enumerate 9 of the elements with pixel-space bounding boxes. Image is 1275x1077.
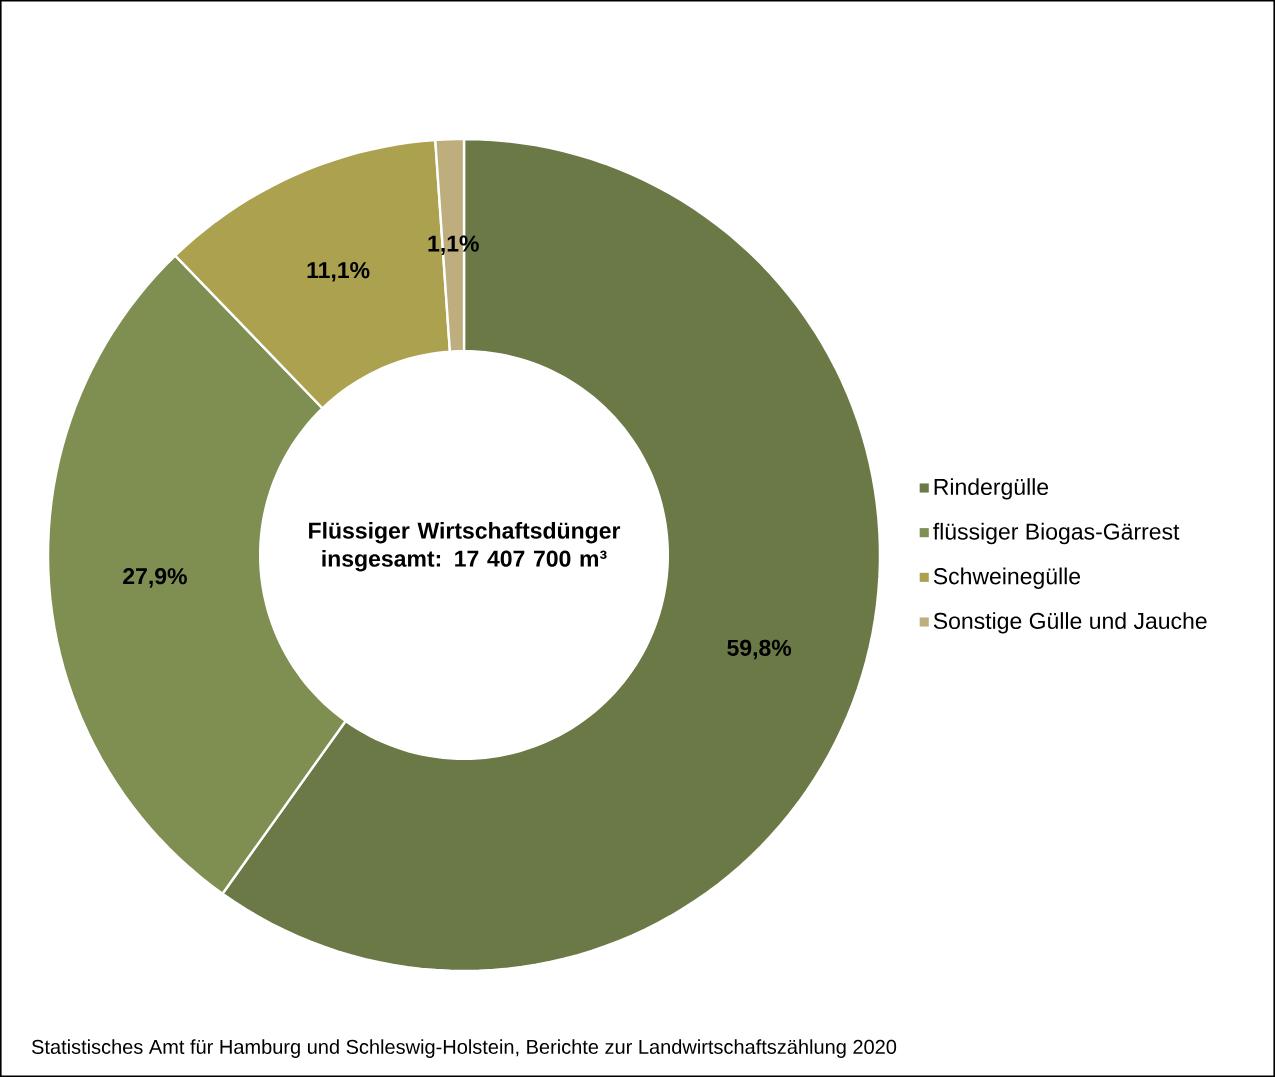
legend-label: Rindergülle <box>934 478 1049 500</box>
data-label: 59,8% <box>727 639 792 660</box>
legend-label: Schweinegülle <box>933 567 1081 589</box>
legend-label: flüssiger Biogas-Gärrest <box>933 522 1180 545</box>
data-label: 27,9% <box>123 568 187 588</box>
legend-label: Sonstige Gülle und Jauche <box>933 612 1207 634</box>
text: Flüssiger Wirtschaftsdünger insgesamt: 17 407 700 m³ <box>309 521 621 572</box>
text: Statistisches Amt für Hamburg und Schleswig-Holstein, Berichte zur Landwirtschaftszählung 2020 <box>31 1039 897 1058</box>
data-label: 11,1% <box>307 262 370 282</box>
